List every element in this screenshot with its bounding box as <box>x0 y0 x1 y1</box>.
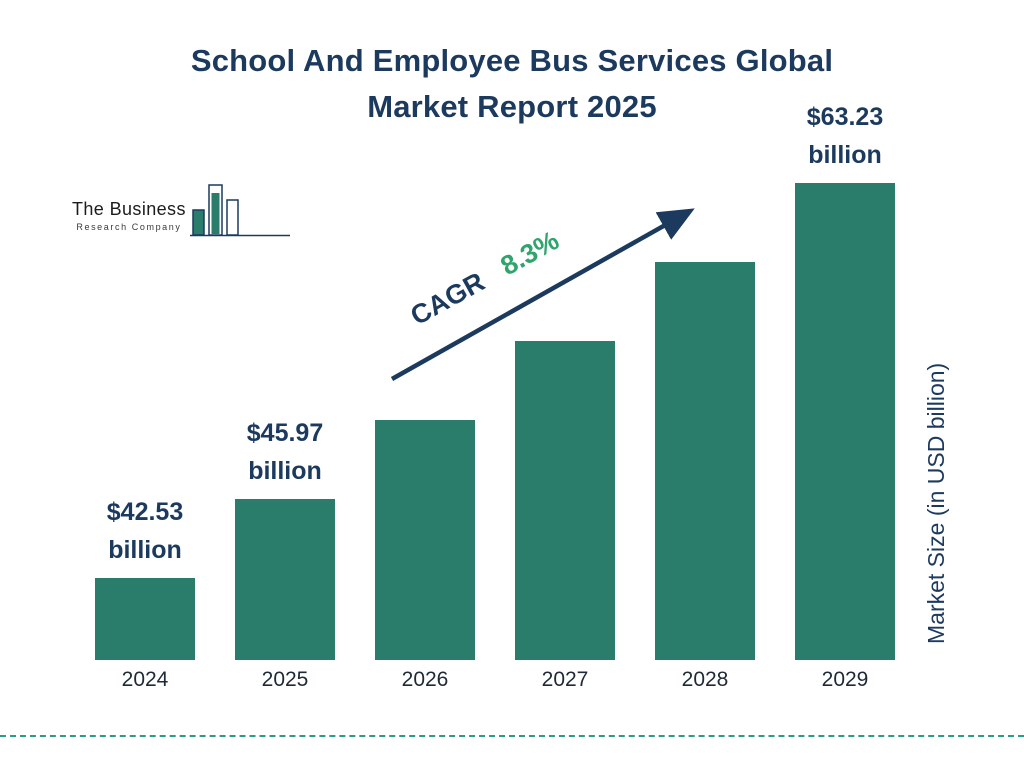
bar-2029 <box>795 183 895 660</box>
logo-text: The Business Research Company <box>72 199 186 232</box>
title-line-1: School And Employee Bus Services Global <box>190 43 834 78</box>
trend-arrow <box>390 208 695 381</box>
bottom-dashed-divider <box>0 735 1024 737</box>
x-tick-2028: 2028 <box>681 668 729 691</box>
x-tick-2025: 2025 <box>261 668 309 691</box>
y-axis-label: Market Size (in USD billion) <box>923 362 949 644</box>
bar-2024 <box>95 578 195 660</box>
x-axis: 2024 2025 2026 2027 2028 2029 <box>95 668 895 692</box>
bar-2025 <box>235 499 335 660</box>
bar-column-2028 <box>655 97 755 660</box>
logo-bars-icon <box>189 184 290 237</box>
bar-chart: $42.53 billion $45.97 billion $63.23 billion <box>95 97 895 660</box>
bar-2026 <box>375 420 475 660</box>
x-tick-2024: 2024 <box>121 668 169 691</box>
x-tick-2026: 2026 <box>401 668 449 691</box>
bar-column-2029: $63.23 billion <box>795 97 895 660</box>
bar-value-label-2029: $63.23 billion <box>806 103 884 169</box>
page-title: School And Employee Bus Services Global … <box>0 38 1024 130</box>
bar-column-2026 <box>375 97 475 660</box>
bar-2027 <box>515 341 615 660</box>
company-logo: The Business Research Company <box>72 183 290 243</box>
bar-column-2027 <box>515 97 615 660</box>
bar-column-2024: $42.53 billion <box>95 97 195 660</box>
logo-subname: Research Company <box>76 222 182 232</box>
bar-2028 <box>655 262 755 660</box>
x-tick-2027: 2027 <box>541 668 589 691</box>
logo-name: The Business <box>72 199 186 219</box>
bar-value-label-2025: $45.97 billion <box>246 419 324 485</box>
title-line-2: Market Report 2025 <box>367 89 657 124</box>
x-tick-2029: 2029 <box>821 668 869 691</box>
bar-value-label-2024: $42.53 billion <box>106 498 184 564</box>
bar-column-2025: $45.97 billion <box>235 97 335 660</box>
